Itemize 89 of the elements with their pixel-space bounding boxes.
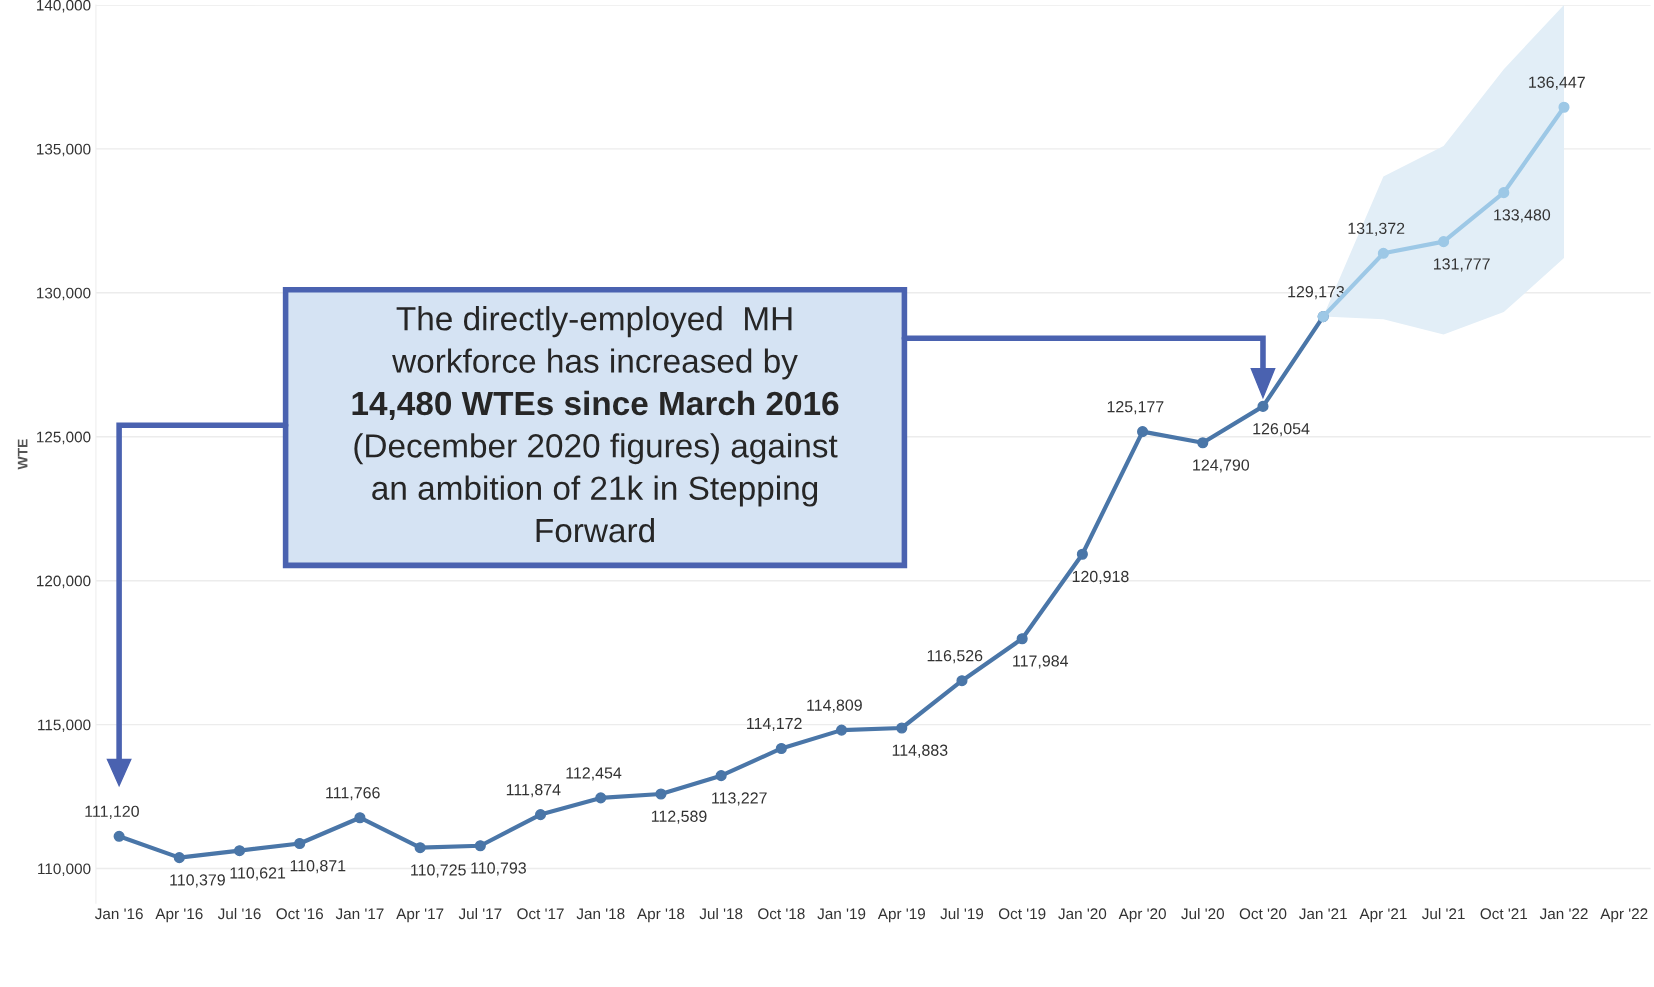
x-tick-label: Apr '19 [877,908,925,923]
data-label: 113,227 [712,792,767,806]
data-label: 133,480 [1494,209,1551,223]
data-label: 124,790 [1193,459,1250,473]
annotation: workforce has increased by [392,348,798,380]
x-tick-label: Jan '16 [94,908,143,920]
y-tick-label: 110,000 [38,863,91,877]
data-label: 110,379 [170,874,225,888]
data-label: 117,984 [1013,655,1069,669]
x-tick-label: Jul '21 [1421,907,1465,920]
x-tick-label: Apr '16 [155,908,203,923]
y-tick-label: 135,000 [37,143,91,157]
data-label: 111,874 [506,783,561,798]
x-tick-label: Oct '20 [1239,908,1287,920]
data-label: 114,809 [807,699,862,713]
data-label: 110,793 [471,862,526,876]
point [534,809,547,821]
annotation: (December 2020 figures) against [354,433,838,465]
point [1257,400,1269,412]
point [655,788,667,800]
point [896,722,908,734]
x-tick-label: Jul '16 [217,907,261,920]
data-label: 112,454 [566,767,622,781]
point [294,837,306,850]
data-label: 136,447 [1529,76,1585,90]
point [1137,426,1149,438]
x-tick-label: Jan '18 [576,908,625,920]
point [956,675,968,687]
data-label: 114,883 [892,744,948,758]
x-tick-label: Apr '17 [396,908,444,923]
point [1498,187,1510,199]
point [1438,236,1450,248]
annotation: Forward [536,517,654,543]
data-label: 110,725 [411,864,466,878]
y-tick-label: 115,000 [38,719,91,733]
annotation: 14,480 WTEs since March 2016 [352,390,839,421]
point [775,742,787,755]
data-label: 114,172 [747,717,802,732]
x-tick-label: Apr '21 [1359,908,1407,923]
y-tick-label: 120,000 [37,575,91,589]
point [1076,548,1088,560]
point [1197,437,1209,449]
x-tick-label: Jul '18 [699,907,743,920]
point [173,852,185,864]
x-tick-label: Jul '19 [940,907,984,920]
data-label: 131,372 [1348,222,1405,236]
x-tick-label: Jul '17 [458,907,502,920]
x-tick-label: Oct '17 [517,908,564,920]
data-label: 120,918 [1072,570,1129,585]
x-tick-label: Oct '21 [1480,908,1528,920]
x-tick-label: Oct '18 [758,908,805,920]
x-tick-label: Jan '22 [1539,908,1588,920]
x-tick-label: Oct '16 [276,908,324,920]
point [113,830,125,842]
data-label: 125,177 [1107,401,1164,415]
data-label: 129,173 [1288,285,1345,300]
annotation: The directly-employed MH [396,306,792,338]
point [1377,247,1389,259]
x-tick-label: Jan '21 [1299,908,1347,920]
data-label: 116,526 [927,650,983,664]
x-tick-label: Jan '19 [817,908,866,920]
point [474,840,486,852]
data-label: 110,621 [230,867,286,881]
x-tick-label: Apr '18 [637,908,685,923]
point [354,812,366,824]
point [835,724,848,736]
x-tick-label: Oct '19 [998,908,1046,920]
data-label: 111,120 [85,805,139,819]
x-tick-label: Apr '20 [1118,908,1166,923]
y-tick-label: 130,000 [37,287,91,301]
annotation: an ambition of 21k in Stepping [372,475,818,507]
point [1558,101,1570,113]
y-tick-label: 125,000 [37,431,91,445]
data-label: 110,871 [290,860,346,874]
data-label: 126,054 [1253,422,1310,437]
point [1016,633,1028,645]
data-label: 112,589 [651,810,707,824]
point [595,792,607,804]
y-axis-title: WTE [17,439,28,470]
data-label: 131,777 [1434,258,1490,272]
x-tick-label: Apr '22 [1600,908,1648,923]
point [233,845,246,857]
x-tick-label: Jan '20 [1058,908,1107,920]
data-label: 111,766 [326,787,380,801]
point [715,770,727,782]
y-tick-label: 140,000 [37,0,91,13]
x-tick-label: Jan '17 [335,908,384,920]
point [414,842,426,854]
x-tick-label: Jul '20 [1181,907,1225,920]
